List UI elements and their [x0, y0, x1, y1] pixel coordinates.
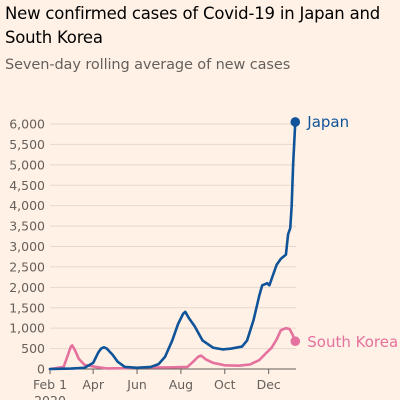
gridlines — [50, 123, 296, 370]
y-tick-label: 1,500 — [9, 300, 45, 315]
y-tick-label: 500 — [21, 341, 45, 356]
y-tick-label: 2,000 — [9, 280, 45, 295]
x-tick-label: Dec — [257, 377, 281, 392]
x-tick-label: Jun — [126, 377, 147, 392]
y-tick-label: 5,000 — [9, 157, 45, 172]
y-tick-label: 0 — [37, 362, 45, 377]
y-tick-label: 3,500 — [9, 219, 45, 234]
x-tick-label: Oct — [214, 377, 236, 392]
series-line — [48, 120, 297, 371]
y-tick-label: 2,500 — [9, 259, 45, 274]
x-tick-year-label: 2020 — [34, 393, 66, 400]
series-label: Japan — [306, 113, 349, 131]
y-tick-label: 5,500 — [9, 137, 45, 152]
x-axis: Feb 1 Apr Jun Aug Oct Dec 2020 — [33, 368, 296, 400]
y-tick-label: 6,000 — [9, 117, 45, 132]
x-tick-label: Feb 1 — [33, 377, 67, 392]
y-tick-label: 1,000 — [9, 321, 45, 336]
y-tick-label: 3,000 — [9, 239, 45, 254]
series-lines — [48, 117, 301, 371]
x-tick-label: Aug — [169, 377, 193, 392]
chart-subtitle: Seven-day rolling average of new cases — [5, 57, 291, 73]
series-line — [48, 326, 297, 371]
chart-title: New confirmed cases of Covid-19 in Japan… — [5, 4, 381, 47]
y-axis-ticks: 0 500 1,000 1,500 2,000 2,500 3,000 3,500 4,000 4… — [9, 117, 45, 377]
series-end-marker — [290, 117, 301, 127]
series-label: South Korea — [307, 333, 398, 351]
series-labels: Japan South Korea — [306, 113, 398, 351]
y-tick-label: 4,500 — [9, 178, 45, 193]
series-end-marker — [290, 336, 301, 347]
x-tick-label: Apr — [82, 377, 104, 392]
y-tick-label: 4,000 — [9, 198, 45, 213]
